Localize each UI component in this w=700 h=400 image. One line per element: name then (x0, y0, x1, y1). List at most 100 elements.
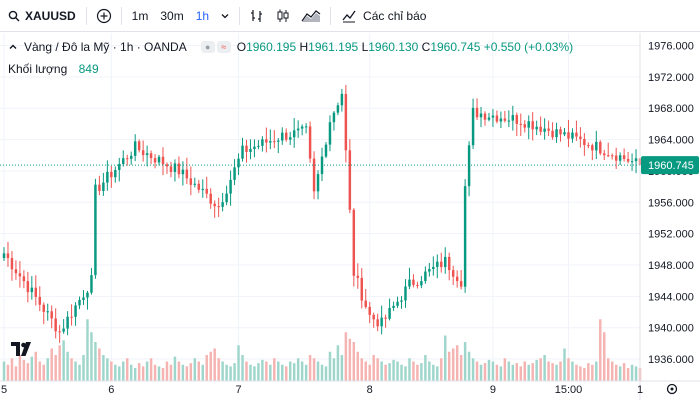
volume-bar (300, 361, 304, 381)
volume-bar (487, 359, 491, 381)
volume-bar (571, 361, 574, 381)
delayed-data-icon[interactable]: ≈ (216, 41, 231, 53)
volume-bar (22, 359, 26, 381)
candle-body (249, 148, 252, 152)
volume-bar (479, 364, 483, 381)
interval-30m[interactable]: 30m (160, 8, 184, 23)
candle-body (348, 150, 352, 210)
candle-body (257, 145, 260, 147)
price-tick-label: 1944.000 (648, 291, 694, 303)
candle-body (62, 328, 65, 332)
tradingview-logo-icon[interactable] (10, 340, 36, 358)
price-chart[interactable]: 1976.0001972.0001968.0001964.0001960.000… (0, 33, 700, 400)
candle-body (50, 311, 53, 319)
volume-bar (118, 366, 121, 381)
candle-body (217, 206, 220, 208)
volume-bar (547, 361, 550, 381)
interval-1m[interactable]: 1m (131, 8, 149, 23)
volume-bar (368, 364, 371, 381)
candle-body (181, 169, 185, 175)
candle-body (388, 307, 391, 319)
volume-bar (634, 366, 638, 381)
candle-body (316, 174, 320, 192)
candle-body (110, 171, 113, 178)
candle-body (78, 299, 81, 306)
volume-bar (575, 364, 578, 381)
candle-body (523, 124, 526, 128)
volume-bar (249, 364, 252, 381)
volume-bar (261, 359, 264, 381)
volume-legend: Khối lượng 849 (8, 62, 99, 76)
candle-body (70, 316, 73, 318)
volume-bar (213, 348, 216, 381)
candle-body (447, 256, 451, 271)
candle-body (185, 169, 189, 179)
volume-bar (428, 361, 431, 381)
candle-body (559, 129, 562, 135)
volume-bar (563, 348, 566, 381)
candle-body (440, 261, 443, 268)
volume-bar (26, 363, 30, 381)
price-tick-label: 1968.000 (648, 103, 694, 115)
area-style-button[interactable] (296, 0, 326, 32)
volume-bar (82, 355, 85, 381)
volume-bar (30, 356, 34, 381)
candle-body (165, 164, 169, 167)
interval-dropdown[interactable] (215, 0, 235, 32)
candle-body (587, 145, 590, 147)
volume-bar (296, 358, 300, 381)
volume-bar (622, 363, 626, 381)
candle-body (356, 275, 360, 278)
candle-body (122, 158, 125, 165)
interval-1h[interactable]: 1h (195, 8, 210, 23)
candle-body (86, 292, 89, 298)
search-icon (8, 10, 20, 21)
candle-body (475, 107, 479, 118)
symbol-search[interactable]: XAUUSD (0, 0, 82, 32)
candle-body (360, 277, 363, 301)
volume-bar (503, 358, 507, 381)
candle-body (324, 144, 328, 157)
candle-body (408, 279, 411, 287)
volume-bar (241, 355, 244, 381)
candle-body (34, 287, 38, 297)
volume-bar (555, 364, 558, 381)
volume-bar (122, 361, 125, 381)
divider (120, 6, 122, 25)
candle-body (527, 121, 530, 128)
volume-bar (412, 361, 415, 381)
candle-body (507, 120, 511, 122)
candle-body (106, 171, 109, 183)
candle-body (137, 141, 141, 151)
candle-body (555, 129, 558, 138)
volume-bar (201, 364, 204, 381)
candle-body (94, 184, 97, 276)
settings-gear-icon[interactable] (666, 383, 678, 395)
volume-bar (70, 358, 73, 381)
price-axis[interactable]: 1976.0001972.0001968.0001964.0001960.000… (639, 33, 699, 400)
volume-bar (583, 368, 586, 381)
chevron-up-icon[interactable] (8, 42, 18, 52)
volume-bar (10, 358, 14, 381)
legend-title: Vàng / Đô la Mỹ · 1h · OANDA (24, 40, 187, 54)
bar-style-button[interactable] (244, 0, 270, 32)
volume-bar (618, 366, 622, 381)
candle-style-button[interactable] (270, 0, 296, 32)
volume-bar (400, 364, 403, 381)
candle-body (610, 155, 614, 157)
volume-bar (54, 355, 57, 381)
candle-body (197, 183, 201, 190)
compare-button[interactable] (91, 0, 117, 32)
candles-icon (277, 9, 289, 22)
indicators-button[interactable]: Các chỉ báo (335, 0, 432, 32)
candle-body (82, 297, 85, 300)
time-tick-label: 5 (1, 384, 7, 396)
candle-body (416, 284, 419, 286)
volume-bar (416, 364, 419, 381)
market-status-icon[interactable]: ● (200, 41, 215, 53)
symbol-name: XAUUSD (25, 8, 76, 23)
candle-body (455, 276, 459, 282)
candle-body (459, 281, 463, 287)
time-axis[interactable]: 5 6 7 8 9 15:00 1 (0, 380, 700, 396)
candle-body (352, 209, 356, 276)
